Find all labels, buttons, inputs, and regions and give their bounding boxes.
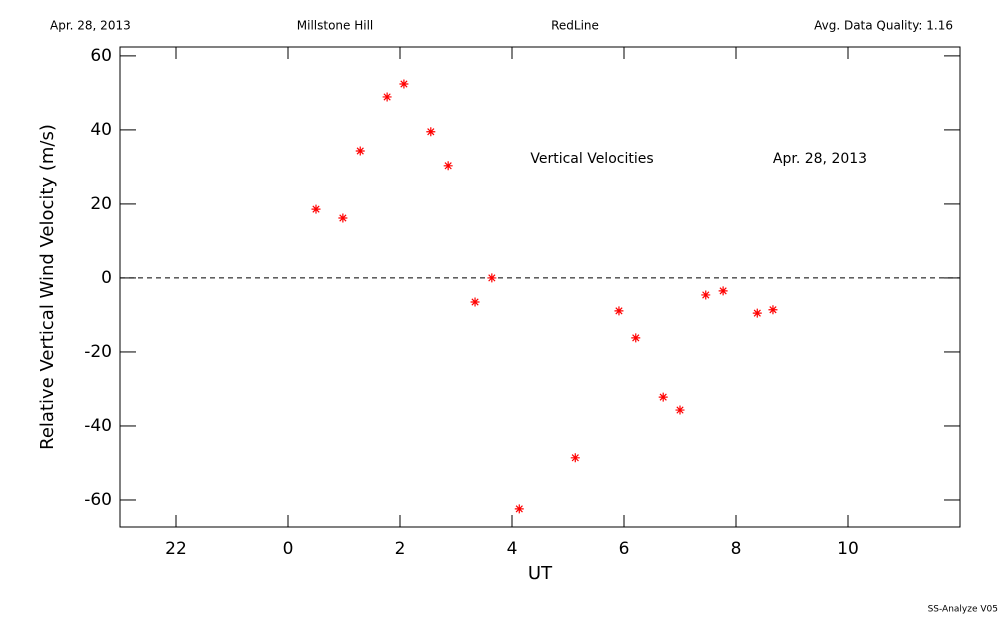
x-tick-label: 0: [283, 539, 294, 559]
y-tick-label: 60: [90, 46, 112, 66]
point: [701, 290, 711, 300]
y-tick-label: -60: [84, 490, 112, 510]
point: [631, 333, 641, 343]
y-tick-label: -40: [84, 416, 112, 436]
y-axis-title: Relative Vertical Wind Velocity (m/s): [37, 124, 58, 450]
point: [752, 308, 762, 318]
header-quality: Avg. Data Quality: 1.16: [814, 19, 953, 33]
x-tick-label: 6: [619, 539, 630, 559]
x-tick-label: 8: [731, 539, 742, 559]
annotation: Apr. 28, 2013: [773, 151, 867, 167]
point: [768, 305, 778, 315]
x-tick-label: 10: [837, 539, 859, 559]
point: [514, 504, 524, 514]
point: [487, 273, 497, 283]
y-tick-label: 40: [90, 120, 112, 140]
point: [614, 306, 624, 316]
point: [470, 297, 480, 307]
point: [338, 213, 348, 223]
point: [570, 453, 580, 463]
y-tick-label: 20: [90, 194, 112, 214]
point: [382, 92, 392, 102]
x-tick-label: 22: [165, 539, 187, 559]
x-tick-label: 2: [395, 539, 406, 559]
header-line: RedLine: [551, 19, 599, 33]
x-axis-title: UT: [528, 563, 553, 584]
y-tick-label: -20: [84, 342, 112, 362]
header-site: Millstone Hill: [297, 19, 373, 33]
point: [675, 405, 685, 415]
point: [311, 204, 321, 214]
plot-frame: [119, 46, 961, 528]
point: [443, 161, 453, 171]
point: [718, 286, 728, 296]
point: [426, 127, 436, 137]
footer: SS-Analyze V05: [928, 605, 998, 615]
point: [399, 79, 409, 89]
point: [658, 392, 668, 402]
y-tick-label: 0: [101, 268, 112, 288]
annotation: Vertical Velocities: [530, 151, 653, 167]
point: [355, 146, 365, 156]
header-date: Apr. 28, 2013: [50, 19, 131, 33]
x-tick-label: 4: [507, 539, 518, 559]
